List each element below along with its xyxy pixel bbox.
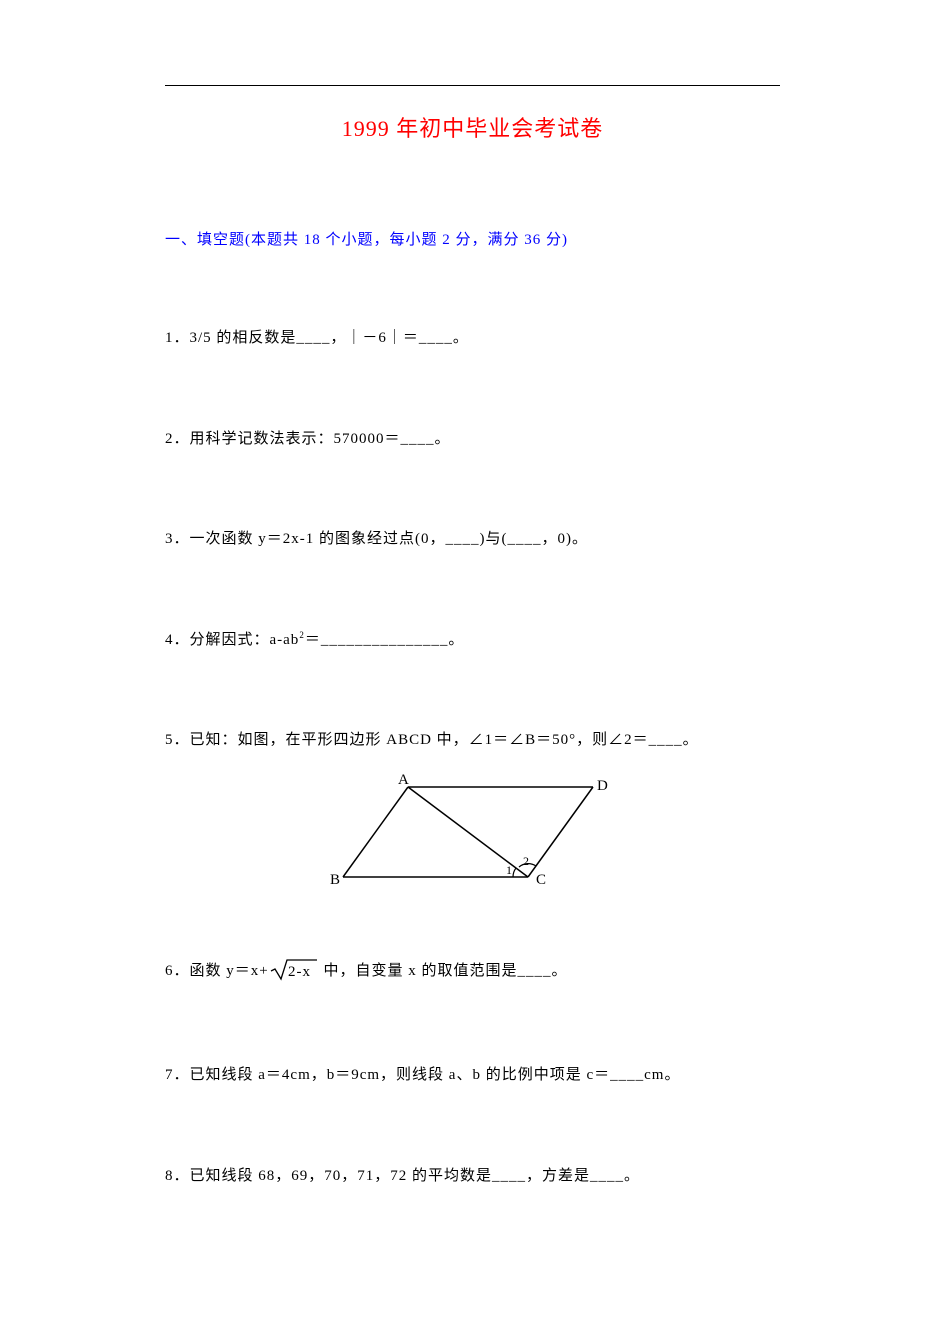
question-8: 8．已知线段 68，69，70，71，72 的平均数是____，方差是____。 [165,1165,780,1188]
question-4: 4．分解因式：a-ab2＝_______________。 [165,629,780,652]
question-3: 3．一次函数 y＝2x-1 的图象经过点(0，____)与(____，0)。 [165,528,780,551]
sqrt-expression: 2-x [269,957,319,987]
q6-prefix: 6．函数 y＝x+ [165,963,269,979]
edge-ab [343,787,408,877]
label-c: C [536,872,546,888]
edge-cd [528,787,593,877]
question-2: 2．用科学记数法表示：570000＝____。 [165,428,780,451]
q6-suffix: 中，自变量 x 的取值范围是____。 [319,963,568,979]
q4-suffix: ＝_______________。 [305,632,465,648]
label-angle1: 1 [506,863,512,877]
question-1: 1．3/5 的相反数是____，｜－6｜＝____。 [165,327,780,350]
parallelogram-figure: A B C D 1 2 [165,772,780,897]
parallelogram-svg: A B C D 1 2 [328,772,618,892]
page-container: 1999 年初中毕业会考试卷 一、填空题(本题共 18 个小题，每小题 2 分，… [165,85,780,1265]
section-header: 一、填空题(本题共 18 个小题，每小题 2 分，满分 36 分) [165,228,780,249]
label-b: B [330,872,340,888]
question-7: 7．已知线段 a＝4cm，b＝9cm，则线段 a、b 的比例中项是 c＝____… [165,1064,780,1087]
angle-1-arc [513,868,516,877]
label-d: D [597,778,608,794]
sqrt-svg: 2-x [269,957,319,983]
exam-title: 1999 年初中毕业会考试卷 [165,111,780,143]
question-6: 6．函数 y＝x+ 2-x 中，自变量 x 的取值范围是____。 [165,957,780,987]
question-5: 5．已知：如图，在平形四边形 ABCD 中，∠1＝∠B＝50°，则∠2＝____… [165,729,780,752]
sqrt-content: 2-x [288,964,311,980]
label-a: A [398,772,409,788]
label-angle2: 2 [523,854,529,868]
q4-prefix: 4．分解因式：a-ab [165,632,299,648]
